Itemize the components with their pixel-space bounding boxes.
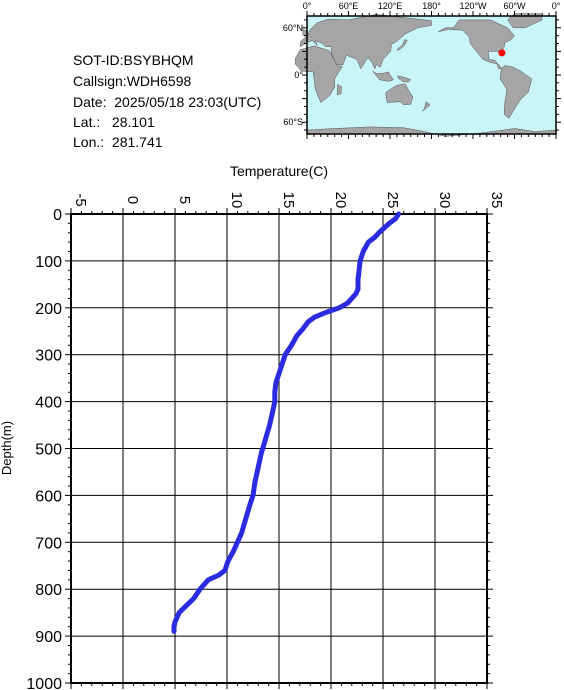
- y-tick-label: 900: [35, 629, 62, 646]
- chart-grid: [71, 214, 487, 683]
- temperature-line: [171, 211, 402, 634]
- x-tick-label: 25: [384, 192, 401, 209]
- map-landmass-south-america: [499, 65, 533, 119]
- map-landmass-greenland: [507, 13, 543, 29]
- map-lat-label: 0°: [294, 70, 303, 80]
- x-axis-label: Temperature(C): [230, 163, 328, 179]
- y-tick-label: 500: [35, 442, 62, 459]
- y-tick-label: 0: [53, 207, 62, 224]
- map-landmass-eurasia: [299, 14, 432, 70]
- map-lon-label: 180°: [422, 1, 441, 11]
- map-lon-label: 0°: [303, 1, 312, 11]
- latitude-text: Lat.: 28.101: [73, 114, 155, 130]
- sot-id-text: SOT-ID:BSYBHQM: [73, 52, 194, 68]
- map-landmass-australia: [385, 83, 414, 106]
- map-landmass-indonesia: [372, 70, 394, 82]
- y-axis-label: Depth(m): [0, 421, 14, 475]
- y-tick-label: 800: [35, 582, 62, 599]
- map-lon-label: 120°E: [378, 1, 403, 11]
- location-marker: [498, 49, 506, 57]
- longitude-text: Lon.: 281.741: [73, 134, 163, 150]
- x-tick-label: 30: [436, 192, 453, 209]
- x-tick-label: 10: [228, 192, 245, 209]
- map-landmass-madagascar: [337, 83, 342, 96]
- map-lon-label: 120°W: [459, 1, 487, 11]
- map-landmass-new-guinea: [397, 75, 412, 83]
- y-tick-label: 200: [35, 301, 62, 318]
- map-lat-label: 60°S: [283, 117, 303, 127]
- plot-frame: [70, 213, 488, 684]
- map-lon-label: 0°: [552, 1, 561, 11]
- y-tick-label: 400: [35, 395, 62, 412]
- x-tick-label: 35: [488, 192, 505, 209]
- map-lat-label: 60°N: [283, 23, 303, 33]
- chart-axes: -5 0 5 10 15 20 25 30 35 0 100 200 300 400 500 600 700 80…: [26, 192, 505, 690]
- world-map: 0° 60°E 120°E 180° 120°W 60°W 0° 60°N 0° 60°S: [283, 1, 561, 139]
- map-landmass-north-america: [438, 19, 515, 69]
- map-lon-label: 60°W: [503, 1, 526, 11]
- y-tick-label: 1000: [26, 676, 62, 690]
- callsign-text: Callsign:WDH6598: [73, 73, 192, 89]
- y-tick-label: 600: [35, 488, 62, 505]
- x-tick-label: 5: [176, 196, 193, 204]
- x-tick-label: 0: [124, 196, 141, 204]
- date-text: Date: 2025/05/18 23:03(UTC): [73, 94, 262, 110]
- x-tick-label: 20: [332, 192, 349, 209]
- x-tick-label: 15: [280, 192, 297, 209]
- map-landmass-new-zealand: [422, 101, 431, 112]
- y-tick-label: 300: [35, 348, 62, 365]
- x-tick-label: -5: [72, 193, 89, 206]
- y-tick-label: 700: [35, 535, 62, 552]
- y-tick-label: 100: [35, 254, 62, 271]
- map-landmass-japan: [396, 39, 408, 52]
- map-lon-label: 60°E: [339, 1, 359, 11]
- temperature-profile: [171, 211, 402, 634]
